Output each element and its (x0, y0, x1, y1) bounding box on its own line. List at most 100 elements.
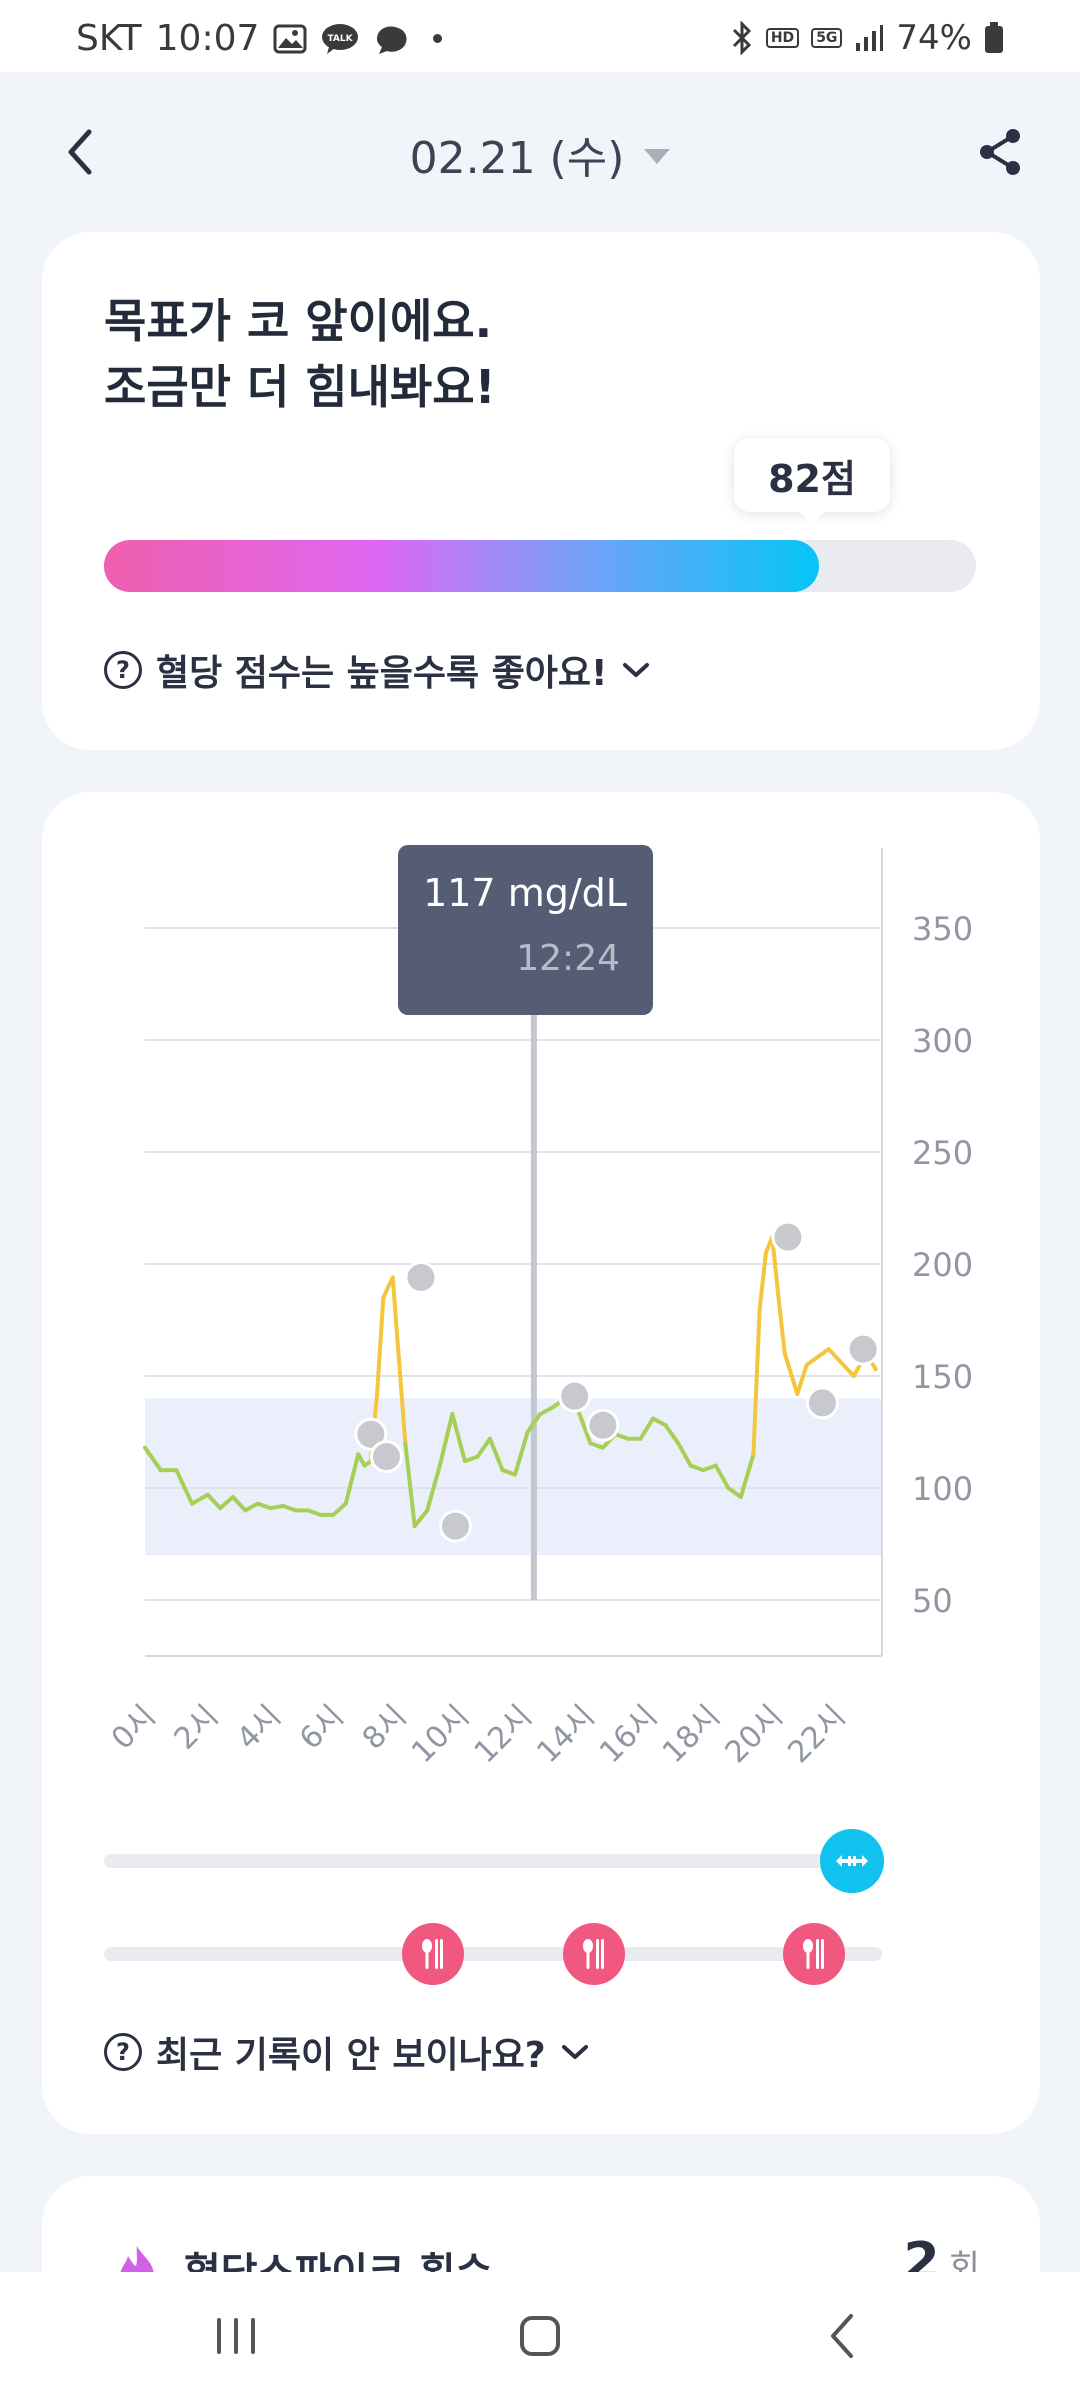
score-help-text: 혈당 점수는 높을수록 좋아요! (156, 653, 608, 694)
top-app-bar: 02.21 (수) (0, 72, 1080, 232)
recent-records-help-text: 최근 기록이 안 보이나요? (156, 2035, 546, 2076)
series-segment (230, 1494, 248, 1513)
x-tick-label: 2시 (168, 1699, 226, 1757)
series-segment (268, 1503, 285, 1511)
battery-percent: 74% (896, 18, 972, 58)
battery-icon (984, 22, 1004, 54)
series-segment (513, 1430, 530, 1477)
series-segment (437, 1412, 455, 1468)
target-range-band (145, 1398, 882, 1556)
series-segment (255, 1501, 273, 1511)
score-bubble: 82점 (734, 438, 890, 524)
clock: 10:07 (155, 18, 260, 59)
series-segment (143, 1445, 163, 1473)
series-segment (757, 1250, 768, 1311)
talk-icon: TALK (321, 23, 359, 55)
score-card: 목표가 코 앞이에요. 조금만 더 힘내봐요! 82점 ? 혈당 점수는 높을수… (42, 232, 1040, 750)
y-tick-label: 250 (912, 1134, 973, 1172)
series-segment (205, 1492, 223, 1511)
system-nav-bar (0, 2272, 1080, 2400)
series-segment (588, 1441, 605, 1450)
share-icon (980, 129, 1020, 175)
date-title: 02.21 (수) (409, 133, 625, 184)
series-segment (412, 1508, 430, 1529)
event-marker (805, 1386, 839, 1420)
tooltip-box (398, 845, 653, 1015)
series-segment (726, 1486, 743, 1499)
series-segment (839, 1360, 856, 1378)
back-icon (68, 129, 92, 175)
x-tick-label: 10시 (405, 1699, 476, 1770)
series-segment (450, 1412, 467, 1464)
event-marker (354, 1417, 388, 1451)
series-segment (575, 1407, 593, 1446)
back-button[interactable] (50, 122, 110, 182)
home-button[interactable] (490, 2300, 590, 2372)
score-progress-fill (104, 540, 820, 592)
series-segment (701, 1463, 718, 1473)
series-segment (525, 1412, 543, 1434)
question-icon: ? (104, 2033, 142, 2071)
meal-marker[interactable] (783, 1923, 845, 1985)
share-button[interactable] (970, 122, 1030, 182)
meal-icon (422, 1939, 443, 1969)
recent-records-help-toggle[interactable]: ? 최근 기록이 안 보이나요? (104, 2026, 590, 2078)
chevron-down-icon (623, 663, 650, 677)
meal-icon (583, 1939, 604, 1969)
range-slider-handle[interactable] (820, 1829, 884, 1893)
dropdown-caret-icon (644, 148, 671, 164)
event-marker (586, 1408, 620, 1442)
series-segment (814, 1347, 831, 1361)
x-tick-label: 6시 (293, 1699, 351, 1757)
series-segment (375, 1295, 386, 1396)
y-tick-label: 200 (912, 1246, 973, 1284)
score-help-toggle[interactable]: ? 혈당 점수는 높을수록 좋아요! (104, 644, 651, 696)
notification-dot-icon (433, 34, 443, 43)
series-segment (751, 1306, 762, 1457)
series-segment (795, 1362, 809, 1396)
y-tick-label: 50 (912, 1582, 953, 1620)
series-segment (475, 1436, 492, 1459)
event-marker (438, 1509, 472, 1543)
system-back-button[interactable] (792, 2300, 892, 2372)
series-segment (425, 1463, 442, 1513)
event-marker (369, 1440, 403, 1474)
drag-handle-icon (836, 1855, 868, 1867)
glucose-chart-card: 50 100 150 200 250 300 350 0시 2시 4시 6시 8시 10시 12시 14시 1… (42, 792, 1040, 2134)
hd-voice-icon: HD (765, 28, 800, 48)
series-segment (500, 1468, 518, 1477)
series-segment (403, 1441, 417, 1529)
x-tick-label: 12시 (468, 1699, 539, 1770)
meal-marker[interactable] (402, 1923, 464, 1985)
y-tick-label: 100 (912, 1470, 973, 1508)
date-selector[interactable]: 02.21 (수) (0, 122, 1080, 186)
meal-marker[interactable] (563, 1923, 625, 1985)
series-segment (390, 1275, 408, 1446)
series-segment (462, 1454, 480, 1464)
status-left: SKT 10:07 TALK (76, 18, 443, 59)
series-segment (174, 1468, 195, 1506)
tooltip-time: 12:24 (516, 938, 620, 979)
series-segment (676, 1441, 693, 1468)
time-range-slider[interactable] (104, 1829, 884, 1893)
y-tick-label: 350 (912, 910, 973, 948)
status-bar: SKT 10:07 TALK HD 5G 74% (0, 0, 1080, 72)
x-tick-label: 4시 (230, 1699, 288, 1757)
5g-icon: 5G (811, 28, 843, 48)
series-segment (663, 1423, 681, 1446)
event-marker (404, 1260, 438, 1294)
gallery-icon (273, 24, 307, 54)
x-tick-label: 20시 (719, 1699, 790, 1770)
series-segment (770, 1235, 781, 1300)
question-icon: ? (104, 651, 142, 689)
tooltip-value: 117 mg/dL (423, 871, 627, 915)
series-segment (638, 1416, 656, 1441)
x-tick-label: 8시 (356, 1699, 414, 1757)
event-marker (846, 1332, 880, 1366)
meal-icon (803, 1939, 824, 1969)
series-segment (651, 1416, 668, 1428)
recent-apps-button[interactable] (186, 2300, 286, 2372)
signal-icon (854, 23, 884, 53)
series-segment (218, 1494, 235, 1511)
